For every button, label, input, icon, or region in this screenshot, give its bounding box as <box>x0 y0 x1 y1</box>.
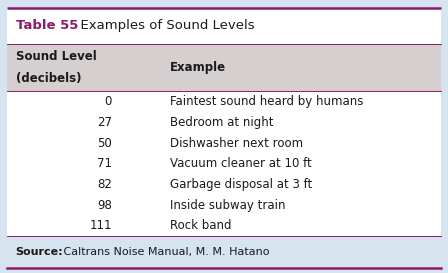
Text: Faintest sound heard by humans: Faintest sound heard by humans <box>170 95 364 108</box>
Bar <box>7 91 441 236</box>
Text: 50: 50 <box>97 136 112 150</box>
Text: Table 55: Table 55 <box>16 19 78 32</box>
Text: (decibels): (decibels) <box>16 72 81 85</box>
Text: Bedroom at night: Bedroom at night <box>170 116 274 129</box>
Text: Example: Example <box>170 61 226 74</box>
Text: 71: 71 <box>97 157 112 170</box>
Bar <box>7 236 441 268</box>
Text: 0: 0 <box>105 95 112 108</box>
Text: Caltrans Noise Manual, M. M. Hatano: Caltrans Noise Manual, M. M. Hatano <box>60 247 269 257</box>
Text: 82: 82 <box>97 178 112 191</box>
Bar <box>7 44 441 91</box>
Text: Rock band: Rock band <box>170 219 232 232</box>
Text: 27: 27 <box>97 116 112 129</box>
Text: Examples of Sound Levels: Examples of Sound Levels <box>72 19 254 32</box>
Bar <box>7 8 441 44</box>
Text: 98: 98 <box>97 199 112 212</box>
Text: 111: 111 <box>90 219 112 232</box>
Text: Sound Level: Sound Level <box>16 50 96 63</box>
Text: Dishwasher next room: Dishwasher next room <box>170 136 303 150</box>
Text: Source:: Source: <box>16 247 63 257</box>
Text: Vacuum cleaner at 10 ft: Vacuum cleaner at 10 ft <box>170 157 312 170</box>
Text: Inside subway train: Inside subway train <box>170 199 286 212</box>
Text: Garbage disposal at 3 ft: Garbage disposal at 3 ft <box>170 178 313 191</box>
